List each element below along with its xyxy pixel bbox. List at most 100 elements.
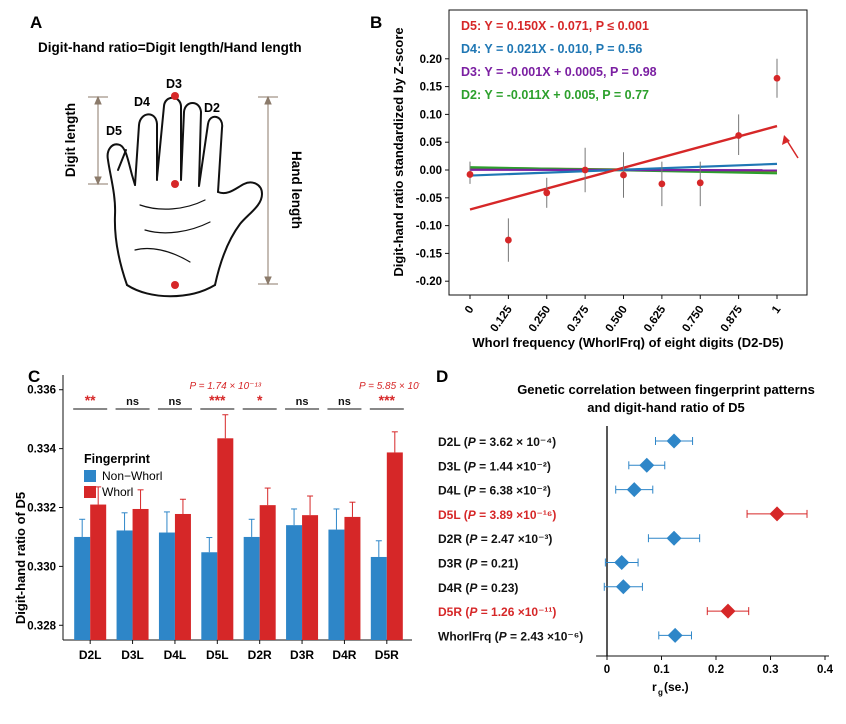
forest-plot: D Genetic correlation between fingerprin… — [436, 367, 834, 697]
bar-whorl — [259, 505, 276, 640]
significance-label: ** — [85, 392, 96, 408]
estimate-diamond — [615, 579, 631, 595]
data-point — [773, 74, 781, 82]
panel-a-title: Digit-hand ratio=Digit length/Hand lengt… — [38, 40, 302, 55]
data-point — [543, 189, 551, 197]
p-value-annotation: P = 1.74 × 10⁻¹³ — [190, 381, 262, 392]
y-tick-label: -0.15 — [416, 248, 443, 260]
digit-length-label: Digit length — [63, 103, 78, 177]
x-tick-label: 1 — [770, 303, 784, 316]
legend-title: Fingerprint — [84, 452, 151, 466]
bar-whorl — [217, 438, 234, 640]
panel-a: A Digit-hand ratio=Digit length/Hand len… — [0, 0, 360, 330]
y-axis-label: Digit-hand ratio standardized by Z-score — [391, 27, 406, 276]
digit-label-d5: D5 — [106, 124, 122, 138]
row-label: D3R (P = 0.21) — [438, 557, 518, 571]
legend-swatch-whorl — [84, 486, 96, 498]
digit-length-bar — [88, 95, 108, 186]
digit-label-d2: D2 — [204, 101, 220, 115]
estimate-diamond — [639, 457, 655, 473]
estimate-diamond — [720, 603, 736, 619]
y-tick-label: 0.15 — [420, 82, 443, 94]
row-label: D4R (P = 0.23) — [438, 581, 518, 595]
panel-b: B 0.20 0.15 0.10 0.05 0.00 -0.05 -0.10 -0.15 -0.… — [360, 0, 846, 360]
regression-chart: B 0.20 0.15 0.10 0.05 0.00 -0.05 -0.10 -0.15 -0.… — [370, 9, 808, 350]
y-tick-label: 0.20 — [420, 54, 442, 66]
x-tick-label: 0.4 — [817, 664, 834, 676]
significance-label: *** — [379, 392, 396, 408]
data-point — [581, 166, 589, 174]
panel-b-letter: B — [370, 13, 382, 32]
x-tick-label: D5R — [375, 648, 399, 662]
x-tick-label: D2R — [248, 648, 272, 662]
equation-d3: D3: Y = -0.001X + 0.0005, P = 0.98 — [461, 65, 657, 79]
forest-title-line2: and digit-hand ratio of D5 — [587, 400, 744, 415]
bar-nonwhorl — [243, 536, 260, 640]
y-tick-label: -0.20 — [416, 276, 442, 288]
wrist-dot — [171, 281, 179, 289]
y-tick-label: 0.336 — [27, 385, 56, 397]
row-label: D5R (P = 1.26 ×10⁻¹¹) — [438, 605, 556, 619]
row-label: D4L (P = 6.38 ×10⁻²) — [438, 484, 551, 498]
significance-label: * — [257, 392, 263, 408]
bar-whorl — [344, 516, 361, 640]
x-axis-label-sub: g — [658, 688, 663, 697]
y-tick-label: 0.00 — [420, 165, 442, 177]
legend-label-whorl: Whorl — [102, 485, 133, 499]
forest-title-line1: Genetic correlation between fingerprint … — [517, 382, 815, 397]
estimate-diamond — [614, 555, 630, 570]
x-tick-label: 0.2 — [708, 664, 724, 676]
row-label: WhorlFrq (P = 2.43 ×10⁻⁶) — [438, 629, 583, 643]
hand-diagram: A Digit-hand ratio=Digit length/Hand len… — [30, 13, 304, 298]
significance-label: ns — [296, 396, 309, 408]
d3-tip-dot — [171, 92, 179, 100]
bar-whorl — [386, 452, 403, 640]
data-point — [696, 179, 704, 187]
estimate-diamond — [666, 530, 682, 546]
y-tick-label: -0.05 — [416, 193, 443, 205]
y-tick-label: -0.10 — [416, 221, 442, 233]
plot-frame — [448, 9, 808, 296]
x-tick-label: 0.375 — [565, 303, 592, 334]
panel-c-letter: C — [28, 367, 40, 386]
x-tick-label: D4R — [332, 648, 356, 662]
estimate-diamond — [667, 627, 683, 643]
x-axis-label: Whorl frequency (WhorlFrq) of eight digi… — [472, 335, 783, 350]
p-value-annotation: P = 5.85 × 10⁻¹³ — [359, 381, 420, 392]
y-tick-label: 0.334 — [27, 444, 56, 456]
x-tick-label: D5L — [206, 648, 229, 662]
bar-whorl — [132, 508, 149, 640]
panel-a-letter: A — [30, 13, 42, 32]
panel-d-letter: D — [436, 367, 448, 386]
bar-nonwhorl — [328, 529, 345, 640]
estimate-diamond — [769, 506, 785, 522]
data-point — [466, 171, 474, 178]
significance-label: ns — [169, 396, 182, 408]
data-point — [504, 236, 512, 244]
significance-label: ns — [126, 396, 139, 408]
legend-label-nonwhorl: Non−Whorl — [102, 469, 162, 483]
x-tick-label: 0.625 — [642, 303, 669, 334]
estimate-diamond — [666, 433, 682, 449]
estimate-diamond — [626, 482, 642, 498]
x-tick-label: D2L — [79, 648, 102, 662]
x-tick-label: 0.250 — [527, 304, 553, 334]
row-label: D2R (P = 2.47 ×10⁻³) — [438, 532, 552, 546]
bar-nonwhorl — [201, 552, 218, 640]
bar-chart: C 0.328 0.330 0.332 0.334 0.336 D2L D3L D4L D5L D… — [13, 367, 431, 662]
x-tick-label: 0 — [463, 304, 477, 316]
data-point — [735, 132, 743, 139]
x-tick-label: D4L — [164, 648, 187, 662]
bar-whorl — [174, 513, 191, 640]
bar-whorl — [302, 515, 319, 640]
y-axis-label: Digit-hand ratio of D5 — [13, 492, 28, 624]
x-tick-label: D3L — [121, 648, 144, 662]
significance-label: ns — [338, 396, 351, 408]
panel-c: C 0.328 0.330 0.332 0.334 0.336 D2L D3L D4L D5L D… — [0, 360, 431, 719]
d3-base-dot — [171, 180, 179, 188]
x-tick-label: 0.875 — [719, 303, 746, 334]
row-label: D5L (P = 3.89 ×10⁻¹⁶) — [438, 508, 556, 522]
equation-d5: D5: Y = 0.150X - 0.071, P ≤ 0.001 — [461, 19, 649, 33]
y-tick-label: 0.332 — [27, 503, 56, 515]
legend-swatch-nonwhorl — [84, 470, 96, 482]
